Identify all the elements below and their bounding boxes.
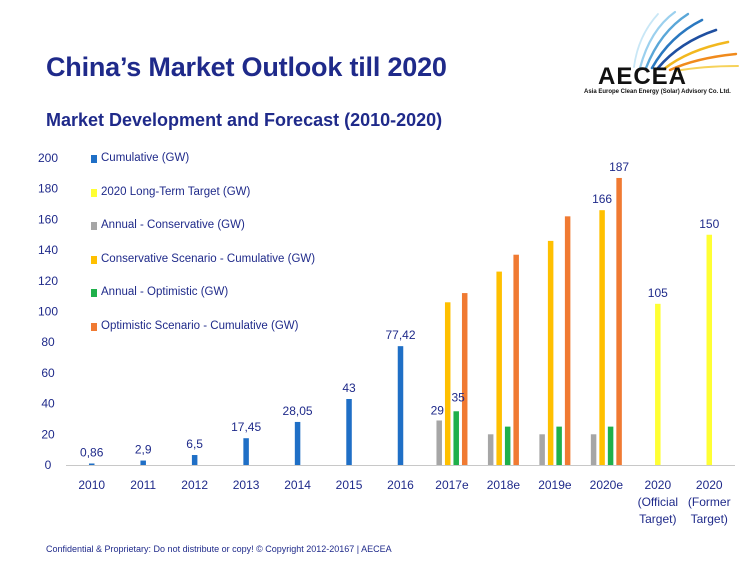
bar-optimistic_cumulative bbox=[513, 254, 519, 465]
bar-conservative_cumulative bbox=[496, 271, 502, 465]
legend-label: Annual - Optimistic (GW) bbox=[101, 286, 229, 298]
y-tick-label: 120 bbox=[38, 274, 58, 288]
copyright-footer: Confidential & Proprietary: Do not distr… bbox=[46, 544, 392, 554]
x-tick-label: 2012 bbox=[181, 478, 208, 492]
bar-cumulative bbox=[346, 398, 352, 465]
y-tick-label: 60 bbox=[41, 366, 55, 380]
legend-swatch bbox=[91, 188, 97, 197]
legend-swatch bbox=[91, 289, 97, 297]
y-tick-label: 100 bbox=[38, 305, 58, 319]
data-label: 187 bbox=[609, 160, 629, 174]
x-tick-label: 2020 bbox=[696, 478, 723, 492]
bar-optimistic_cumulative bbox=[564, 216, 571, 465]
legend-swatch bbox=[91, 222, 97, 230]
bar-conservative_cumulative bbox=[547, 240, 554, 465]
data-label: 2,9 bbox=[135, 443, 152, 457]
x-tick-label: 2019e bbox=[538, 478, 572, 492]
legend-label: 2020 Long-Term Target (GW) bbox=[101, 185, 251, 198]
x-tick-label: 2020e bbox=[590, 478, 624, 492]
x-tick-label: 2020 bbox=[644, 478, 671, 492]
x-tick-label: 2015 bbox=[336, 478, 363, 492]
x-tick-label: 2010 bbox=[78, 478, 105, 492]
bar-target bbox=[706, 234, 713, 465]
bar-target bbox=[655, 303, 661, 465]
logo-wordmark: AECEA bbox=[598, 63, 688, 90]
bar-annual_conservative bbox=[539, 434, 545, 465]
bar-cumulative bbox=[191, 455, 198, 465]
x-tick-label: (Former bbox=[688, 495, 731, 509]
legend-label: Annual - Conservative (GW) bbox=[101, 219, 245, 231]
bar-cumulative bbox=[294, 421, 301, 465]
page-title: China’s Market Outlook till 2020 bbox=[46, 52, 447, 82]
bar-cumulative bbox=[243, 438, 249, 465]
bar-conservative_cumulative bbox=[599, 210, 605, 465]
data-label: 43 bbox=[342, 381, 356, 395]
bar-annual_optimistic bbox=[504, 426, 511, 465]
y-tick-label: 40 bbox=[41, 397, 55, 411]
legend-swatch bbox=[91, 155, 97, 163]
bar-conservative_cumulative bbox=[444, 302, 451, 465]
data-label: 77,42 bbox=[385, 328, 415, 342]
bar-cumulative bbox=[88, 463, 95, 465]
y-tick-label: 200 bbox=[38, 151, 58, 165]
bar-cumulative bbox=[397, 346, 404, 465]
bar-optimistic_cumulative bbox=[616, 177, 622, 465]
data-label: 6,5 bbox=[186, 437, 203, 451]
data-label: 105 bbox=[648, 286, 668, 300]
logo-tagline: Asia Europe Clean Energy (Solar) Advisor… bbox=[584, 89, 731, 95]
bar-cumulative bbox=[140, 460, 146, 465]
sun-rays-logo-icon bbox=[633, 10, 739, 72]
x-tick-label: Target) bbox=[691, 512, 728, 526]
x-tick-label: 2014 bbox=[284, 478, 311, 492]
y-tick-label: 160 bbox=[38, 212, 58, 226]
bar-annual_conservative bbox=[436, 420, 442, 465]
data-label: 28,05 bbox=[283, 404, 313, 418]
legend-label: Cumulative (GW) bbox=[101, 152, 190, 164]
legend-label: Optimistic Scenario - Cumulative (GW) bbox=[101, 319, 299, 332]
x-tick-label: Target) bbox=[639, 512, 676, 526]
bar-optimistic_cumulative bbox=[461, 293, 468, 465]
data-label: 29 bbox=[431, 403, 445, 417]
x-tick-label: (Official bbox=[638, 495, 678, 509]
x-tick-label: 2013 bbox=[233, 478, 260, 492]
data-label: 166 bbox=[592, 192, 612, 206]
chart-subtitle: Market Development and Forecast (2010-20… bbox=[46, 110, 443, 130]
data-label: 17,45 bbox=[231, 420, 261, 434]
bar-annual_optimistic bbox=[607, 426, 614, 465]
x-tick-label: 2018e bbox=[487, 478, 521, 492]
y-tick-label: 20 bbox=[41, 427, 55, 441]
bar-annual_optimistic bbox=[556, 426, 562, 465]
bar-annual_optimistic bbox=[453, 411, 459, 465]
legend-label: Conservative Scenario - Cumulative (GW) bbox=[101, 252, 316, 265]
legend-swatch bbox=[91, 255, 97, 264]
y-tick-label: 140 bbox=[38, 243, 58, 257]
y-tick-label: 80 bbox=[41, 335, 55, 349]
bar-annual_conservative bbox=[487, 434, 494, 465]
x-tick-label: 2017e bbox=[435, 478, 469, 492]
legend-swatch bbox=[91, 322, 97, 331]
y-tick-label: 180 bbox=[38, 182, 58, 196]
x-tick-label: 2011 bbox=[130, 478, 156, 492]
y-tick-label: 0 bbox=[45, 458, 52, 472]
data-label: 150 bbox=[699, 217, 719, 231]
x-tick-label: 2016 bbox=[387, 478, 414, 492]
data-label: 35 bbox=[451, 390, 465, 404]
data-label: 0,86 bbox=[80, 446, 104, 460]
bar-annual_conservative bbox=[590, 434, 597, 465]
